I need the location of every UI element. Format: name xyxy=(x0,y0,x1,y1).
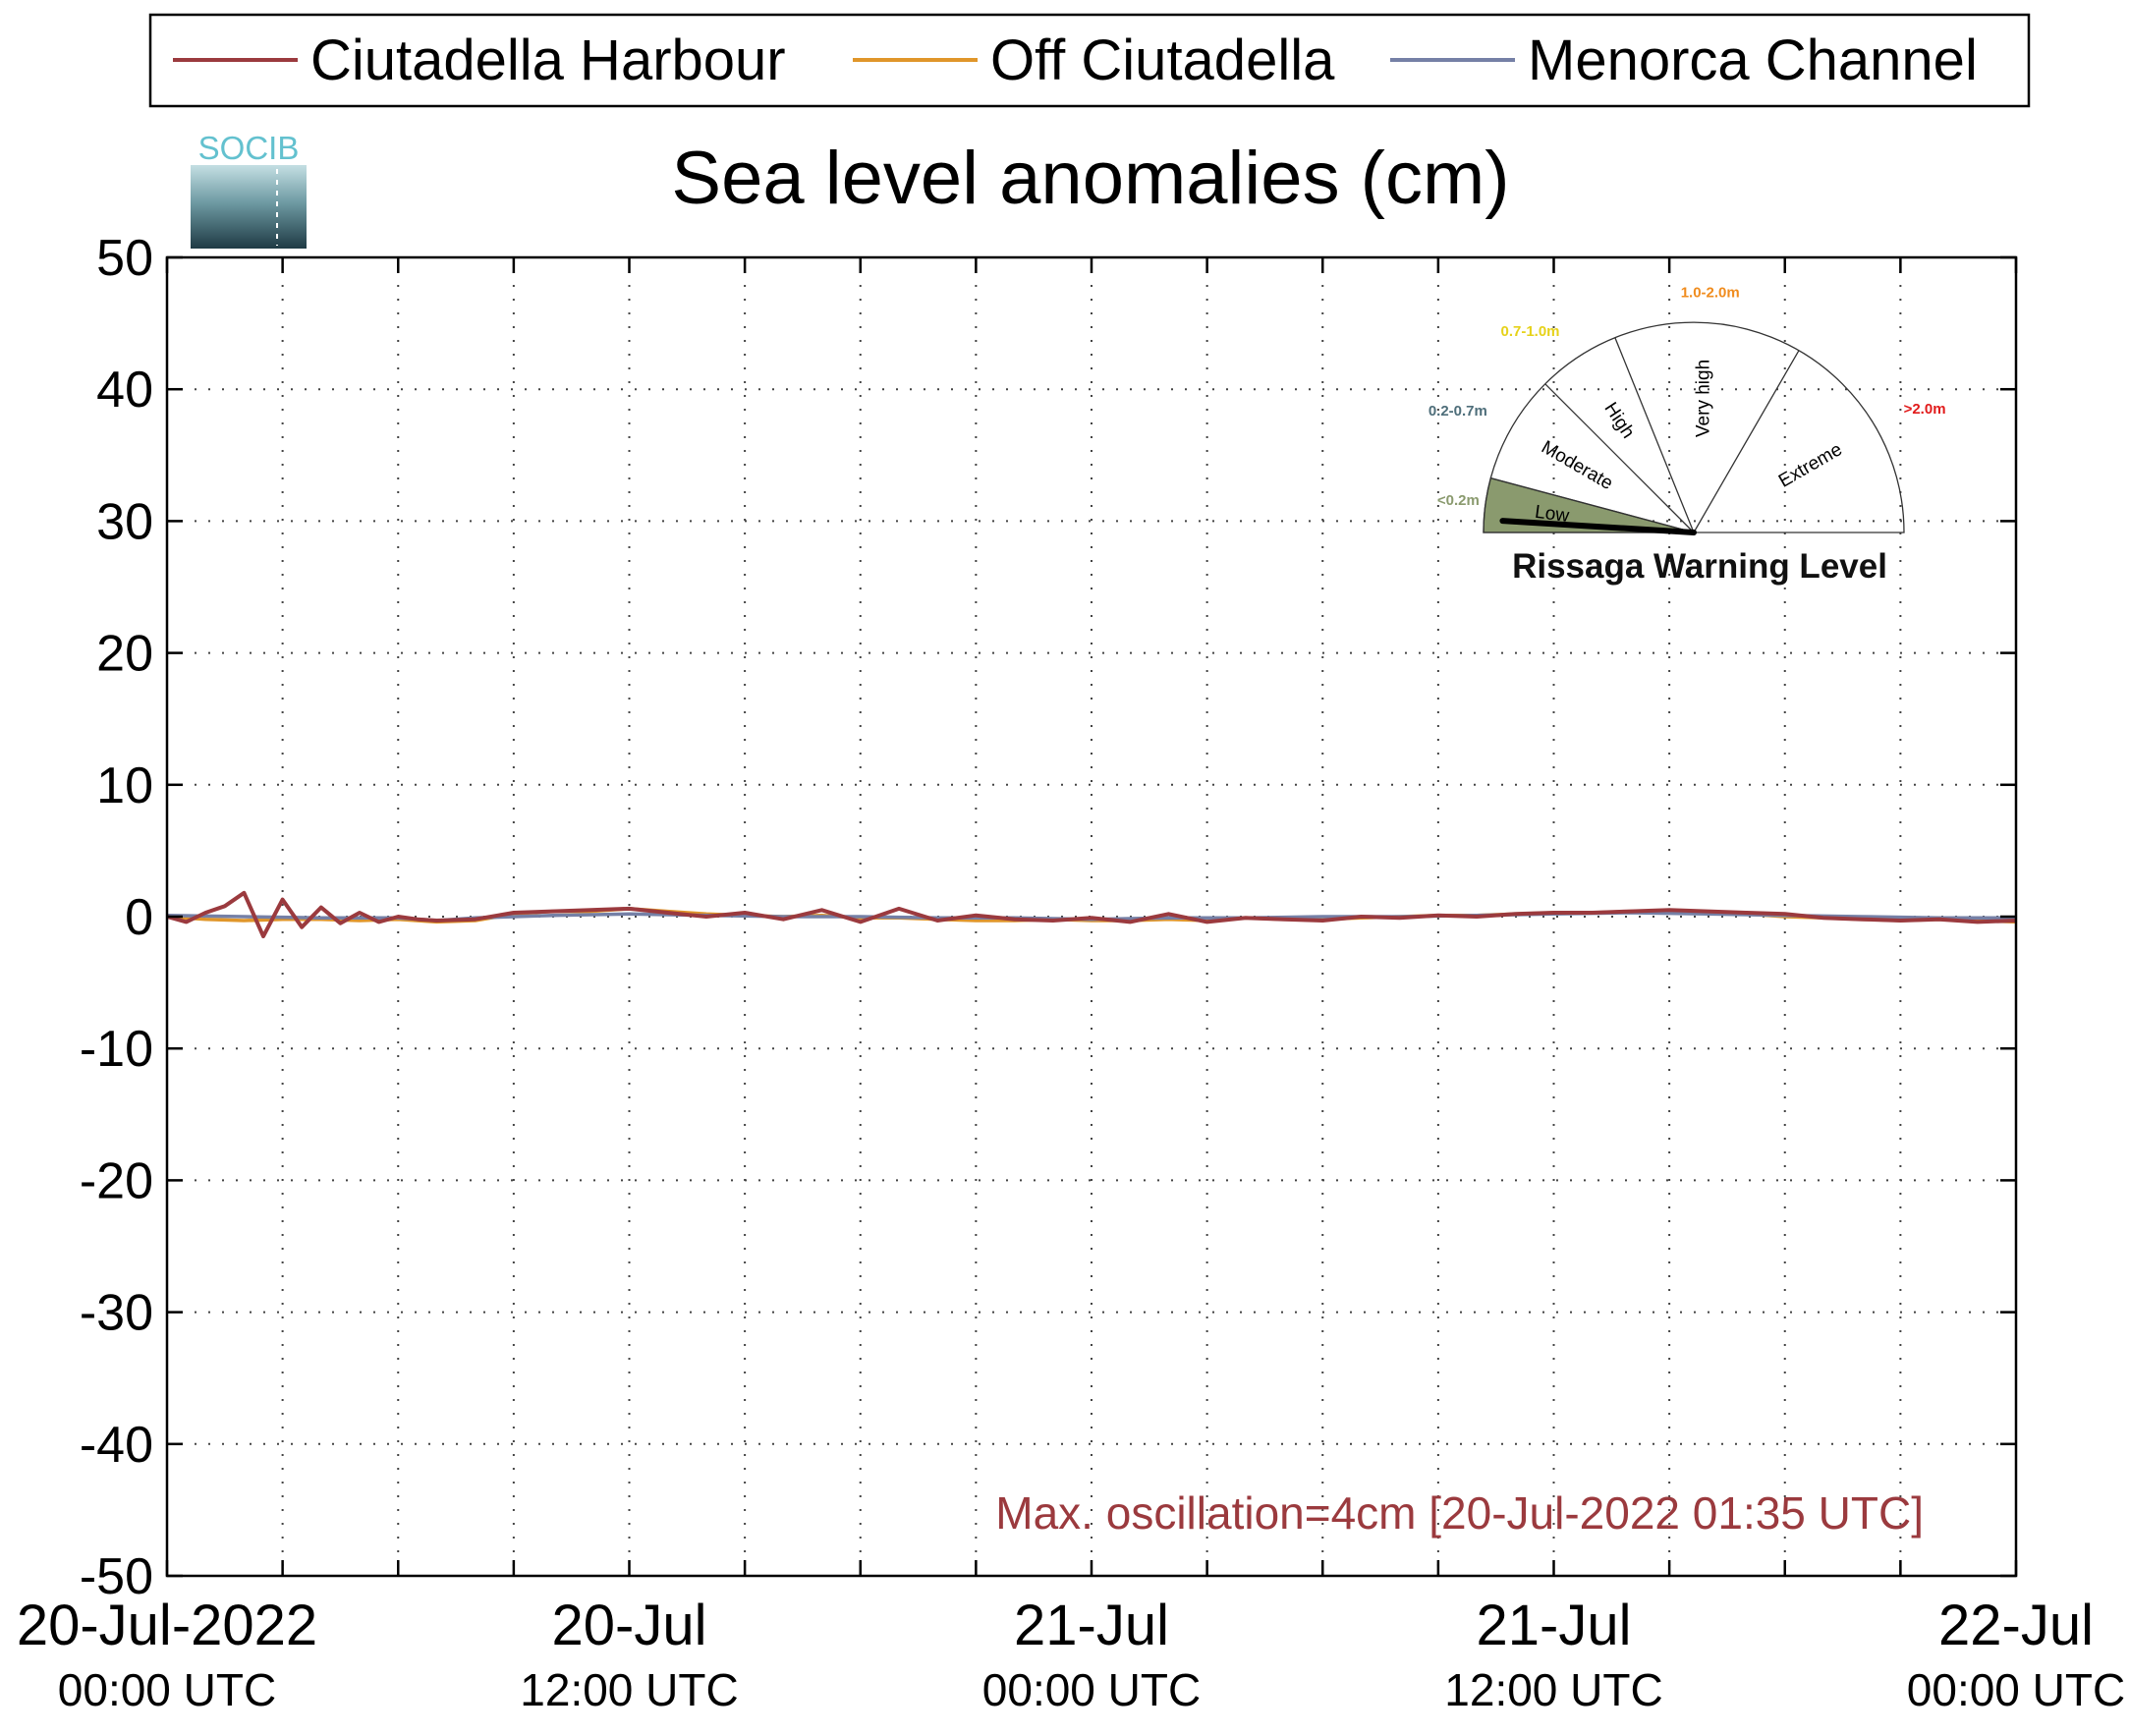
y-tick-label: -40 xyxy=(80,1417,153,1474)
chart-title: Sea level anomalies (cm) xyxy=(671,137,1509,220)
y-tick-label: -20 xyxy=(80,1152,153,1209)
gauge-range-extreme: >2.0m xyxy=(1904,401,1946,418)
grid xyxy=(167,257,2016,1576)
axis-ticks xyxy=(165,255,2018,1578)
y-axis-labels: 50 40 30 20 10 0 -10 -20 -30 -40 -50 xyxy=(80,230,153,1605)
socib-logo: SOCIB xyxy=(191,130,307,249)
legend-label-ciutadella-harbour: Ciutadella Harbour xyxy=(310,28,786,92)
gauge-divider xyxy=(1693,350,1800,533)
gauge-title: Rissaga Warning Level xyxy=(1512,547,1887,586)
gauge-level-very-high: Very high xyxy=(1694,360,1714,437)
x-tick-label-time: 00:00 UTC xyxy=(1907,1664,2125,1715)
y-tick-label: 40 xyxy=(96,362,153,419)
y-tick-label: 30 xyxy=(96,493,153,550)
legend: Ciutadella Harbour Off Ciutadella Menorc… xyxy=(148,13,2031,108)
gauge-range-high: 0.7-1.0m xyxy=(1500,323,1559,340)
y-tick-label: 20 xyxy=(96,626,153,683)
gauge-outline xyxy=(1483,321,1905,533)
logo-wave-block xyxy=(191,165,307,249)
x-tick-label-date: 20-Jul xyxy=(552,1594,707,1657)
x-tick-label-time: 00:00 UTC xyxy=(58,1664,276,1715)
x-tick-label-time: 12:00 UTC xyxy=(1444,1664,1662,1715)
gauge-level-high: High xyxy=(1599,399,1638,442)
x-tick-label-date: 22-Jul xyxy=(1938,1594,2094,1657)
series-layer xyxy=(166,890,2017,939)
legend-label-menorca-channel: Menorca Channel xyxy=(1528,28,1978,92)
x-tick-label-date: 21-Jul xyxy=(1477,1594,1632,1657)
y-tick-label: -10 xyxy=(80,1021,153,1078)
legend-label-off-ciutadella: Off Ciutadella xyxy=(990,28,1335,92)
gauge-range-labels: <0.2m 0.2-0.7m 0.7-1.0m 1.0-2.0m >2.0m xyxy=(1429,285,1946,509)
gauge-range-low: <0.2m xyxy=(1437,492,1480,509)
gauge-divider xyxy=(1544,383,1695,533)
gauge-dividers xyxy=(1490,337,1800,533)
y-tick-label: -50 xyxy=(80,1548,153,1605)
x-axis-labels: 20-Jul-2022 00:00 UTC 20-Jul 12:00 UTC 21-Ju… xyxy=(17,1594,2125,1715)
y-tick-label: 50 xyxy=(96,230,153,287)
y-tick-label: 0 xyxy=(125,889,153,946)
max-oscillation-annotation: Max. oscillation=4cm [20-Jul-2022 01:35 … xyxy=(995,1487,1924,1539)
y-tick-label: -30 xyxy=(80,1285,153,1342)
gauge-divider xyxy=(1614,337,1695,533)
x-tick-label-date: 20-Jul-2022 xyxy=(17,1594,317,1657)
gauge-range-very-high: 1.0-2.0m xyxy=(1681,285,1740,302)
y-tick-label: 10 xyxy=(96,757,153,814)
gauge-range-moderate: 0.2-0.7m xyxy=(1429,403,1487,420)
x-tick-label-time: 12:00 UTC xyxy=(520,1664,738,1715)
series-line-ciutadella-harbour xyxy=(166,890,2017,939)
x-tick-label-time: 00:00 UTC xyxy=(982,1664,1201,1715)
x-tick-label-date: 21-Jul xyxy=(1014,1594,1169,1657)
logo-text: SOCIB xyxy=(198,130,300,166)
gauge-divider xyxy=(1490,476,1695,533)
gauge-level-moderate: Moderate xyxy=(1538,437,1616,494)
gauge-needle xyxy=(1499,518,1697,535)
legend-box xyxy=(148,13,2031,108)
